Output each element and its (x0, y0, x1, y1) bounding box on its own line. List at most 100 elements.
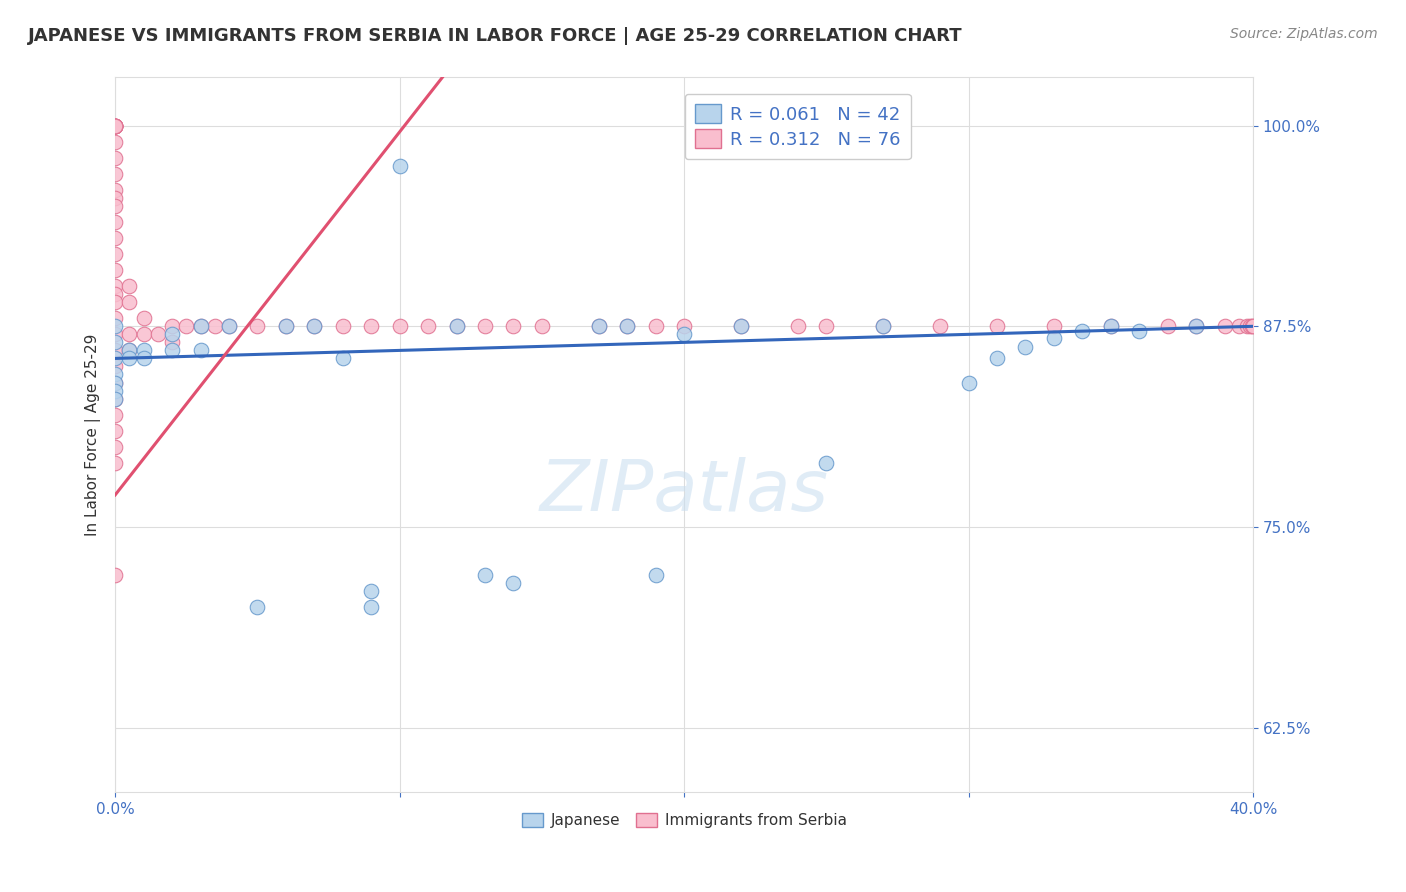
Point (246, 600, 269, 615)
Point (872, 319, 894, 334)
Text: JAPANESE VS IMMIGRANTS FROM SERBIA IN LABOR FORCE | AGE 25-29 CORRELATION CHART: JAPANESE VS IMMIGRANTS FROM SERBIA IN LA… (28, 27, 963, 45)
Point (474, 319, 496, 334)
Point (104, 368, 127, 382)
Point (1227, 319, 1250, 334)
Point (360, 600, 382, 615)
Point (1185, 319, 1208, 334)
Point (118, 343, 141, 358)
Point (644, 568, 666, 582)
Point (104, 167, 127, 181)
Point (104, 408, 127, 422)
Point (446, 319, 468, 334)
Point (160, 335, 183, 350)
Point (104, 119, 127, 133)
Point (530, 319, 553, 334)
Point (146, 327, 169, 342)
Point (104, 183, 127, 197)
Point (104, 440, 127, 454)
Point (104, 384, 127, 398)
Point (246, 319, 269, 334)
Point (104, 119, 127, 133)
Point (986, 351, 1008, 366)
Point (104, 392, 127, 406)
Point (104, 319, 127, 334)
Point (204, 319, 226, 334)
Point (1213, 319, 1236, 334)
Point (104, 376, 127, 390)
Point (132, 311, 155, 326)
Point (1014, 340, 1036, 354)
Point (446, 319, 468, 334)
Point (274, 319, 297, 334)
Point (304, 319, 326, 334)
Point (560, 841, 582, 855)
Point (1128, 324, 1150, 338)
Point (104, 231, 127, 245)
Point (1099, 319, 1122, 334)
Point (104, 279, 127, 293)
Point (1240, 319, 1263, 334)
Point (673, 319, 696, 334)
Point (104, 287, 127, 301)
Point (104, 151, 127, 165)
Point (104, 311, 127, 326)
Point (502, 576, 524, 591)
Point (104, 119, 127, 133)
Text: ZIPatlas: ZIPatlas (540, 458, 828, 526)
Point (118, 351, 141, 366)
Point (1043, 330, 1066, 344)
Point (957, 376, 980, 390)
Point (104, 191, 127, 205)
Y-axis label: In Labor Force | Age 25-29: In Labor Force | Age 25-29 (86, 334, 101, 536)
Point (104, 263, 127, 277)
Legend: Japanese, Immigrants from Serbia: Japanese, Immigrants from Serbia (516, 806, 852, 834)
Point (274, 319, 297, 334)
Point (1241, 319, 1264, 334)
Point (1043, 319, 1066, 334)
Point (104, 135, 127, 149)
Point (616, 319, 638, 334)
Point (118, 295, 141, 310)
Point (118, 327, 141, 342)
Point (104, 376, 127, 390)
Point (104, 335, 127, 350)
Point (132, 343, 155, 358)
Point (218, 319, 240, 334)
Point (730, 319, 752, 334)
Point (218, 319, 240, 334)
Point (1071, 324, 1094, 338)
Point (332, 351, 354, 366)
Point (588, 319, 610, 334)
Point (815, 456, 838, 470)
Point (502, 319, 524, 334)
Point (104, 119, 127, 133)
Point (360, 319, 382, 334)
Point (190, 343, 212, 358)
Point (160, 319, 183, 334)
Point (986, 319, 1008, 334)
Point (104, 199, 127, 213)
Point (160, 343, 183, 358)
Text: Source: ZipAtlas.com: Source: ZipAtlas.com (1230, 27, 1378, 41)
Point (104, 119, 127, 133)
Point (132, 351, 155, 366)
Point (104, 215, 127, 229)
Point (176, 319, 198, 334)
Point (104, 456, 127, 470)
Point (104, 119, 127, 133)
Point (304, 319, 326, 334)
Point (104, 327, 127, 342)
Point (104, 568, 127, 582)
Point (132, 327, 155, 342)
Point (160, 327, 183, 342)
Point (190, 319, 212, 334)
Point (104, 295, 127, 310)
Point (332, 319, 354, 334)
Point (872, 319, 894, 334)
Point (118, 279, 141, 293)
Point (190, 319, 212, 334)
Point (118, 343, 141, 358)
Point (104, 247, 127, 261)
Point (1239, 319, 1261, 334)
Point (616, 319, 638, 334)
